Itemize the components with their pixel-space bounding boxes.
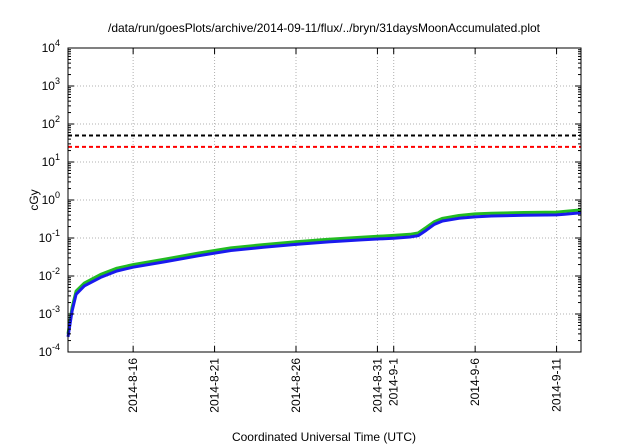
- y-tick-label: 101: [42, 152, 60, 169]
- x-tick-label: 2014-8-31: [370, 358, 384, 413]
- y-tick-label: 104: [42, 38, 60, 55]
- y-axis: 10-4 10-3 10-2 10-1 100 101 102 103 104: [39, 38, 581, 359]
- y-tick-label: 103: [42, 76, 60, 93]
- y-axis-label: cGy: [27, 189, 41, 210]
- chart-title: /data/run/goesPlots/archive/2014-09-11/f…: [108, 21, 541, 35]
- y-tick-label: 10-4: [39, 342, 60, 359]
- y-tick-label: 10-1: [39, 228, 60, 245]
- grid: [68, 48, 581, 352]
- x-tick-label: 2014-9-11: [550, 358, 564, 412]
- x-tick-label: 2014-9-1: [387, 358, 401, 406]
- x-tick-label: 2014-8-26: [289, 358, 303, 413]
- x-tick-label: 2014-8-21: [208, 358, 222, 413]
- series-line: [66, 211, 582, 338]
- y-tick-label: 100: [42, 190, 60, 207]
- series-line: [66, 208, 582, 335]
- x-axis-label: Coordinated Universal Time (UTC): [232, 430, 416, 444]
- plot-area: [66, 134, 582, 338]
- y-tick-label: 10-3: [39, 304, 60, 321]
- plot-frame: [67, 47, 582, 353]
- x-axis: 2014-8-16 2014-8-21 2014-8-26 2014-8-31 2014…: [126, 48, 564, 413]
- x-tick-label: 2014-9-6: [468, 358, 482, 406]
- y-tick-label: 10-2: [39, 266, 60, 283]
- x-tick-label: 2014-8-16: [126, 358, 140, 413]
- y-tick-label: 102: [42, 114, 60, 131]
